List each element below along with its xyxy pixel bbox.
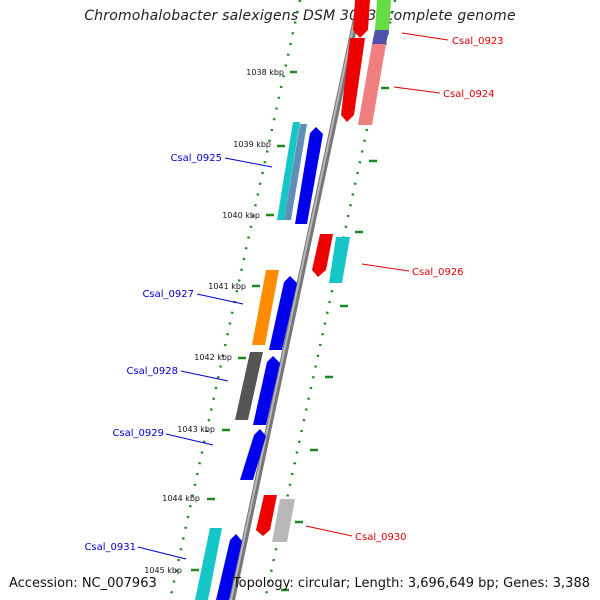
gene-csal-0930-silver[interactable]: [272, 499, 295, 542]
topology-text: Topology: circular; Length: 3,696,649 bp…: [232, 576, 590, 591]
gene-csal-0928-gray[interactable]: [235, 352, 263, 420]
gene-csal-0925-cyan[interactable]: [277, 122, 300, 220]
gene-csal-0931-cyan[interactable]: [195, 528, 222, 600]
gene-csal-0926-cyan[interactable]: [329, 237, 350, 283]
tick-label: 1041 kbp: [208, 282, 246, 291]
gene-label-csal-0926[interactable]: Csal_0926: [412, 267, 464, 278]
gene-csal-0930-red[interactable]: [256, 495, 277, 536]
gene-label-csal-0923[interactable]: Csal_0923: [452, 36, 504, 47]
coordinate-ticks: 1038 kbp 1039 kbp 1040 kbp 1041 kbp 1042…: [144, 68, 297, 575]
gene-label-csal-0928[interactable]: Csal_0928: [126, 366, 178, 377]
tick-label: 1044 kbp: [162, 494, 200, 503]
gene-label-csal-0929[interactable]: Csal_0929: [112, 428, 164, 439]
tick-label: 1038 kbp: [246, 68, 284, 77]
gene-csal-0925-arrow[interactable]: [295, 127, 323, 224]
gene-csal-0929-arrow[interactable]: [240, 429, 266, 480]
gene-label-csal-0930[interactable]: Csal_0930: [355, 532, 407, 543]
tick-label: 1043 kbp: [177, 425, 215, 434]
gene-label-csal-0927[interactable]: Csal_0927: [142, 289, 194, 300]
gene-csal-0925-steel[interactable]: [284, 124, 307, 220]
right-track-marks: [281, 86, 389, 592]
gene-csal-0931-arrow[interactable]: [216, 534, 242, 600]
gene-csal-0926-red[interactable]: [312, 234, 333, 277]
gene-csal-0924-red[interactable]: [341, 38, 365, 122]
gene-csal-0923-green[interactable]: [375, 0, 391, 30]
tick-label: 1045 kbp: [144, 566, 182, 575]
gene-csal-0927-orange[interactable]: [252, 270, 279, 345]
gene-label-csal-0931[interactable]: Csal_0931: [84, 542, 136, 553]
gene-label-csal-0925[interactable]: Csal_0925: [170, 153, 222, 164]
gene-label-csal-0924[interactable]: Csal_0924: [443, 89, 495, 100]
gene-csal-0924-pink[interactable]: [358, 44, 386, 125]
tick-label: 1042 kbp: [194, 353, 232, 362]
genome-backbone-highlight: [230, 0, 360, 600]
gene-csal-0923-red[interactable]: [353, 0, 370, 38]
map-title: Chromohalobacter salexigens DSM 3043, co…: [84, 8, 516, 24]
accession-text: Accession: NC_007963: [9, 576, 157, 591]
tick-label: 1040 kbp: [222, 211, 260, 220]
tick-label: 1039 kbp: [233, 140, 271, 149]
gene-csal-0927-arrow[interactable]: [269, 276, 297, 350]
label-leaders: [137, 32, 449, 560]
gene-csal-0928-arrow[interactable]: [253, 356, 280, 425]
gene-csal-0923-violet[interactable]: [372, 30, 389, 44]
